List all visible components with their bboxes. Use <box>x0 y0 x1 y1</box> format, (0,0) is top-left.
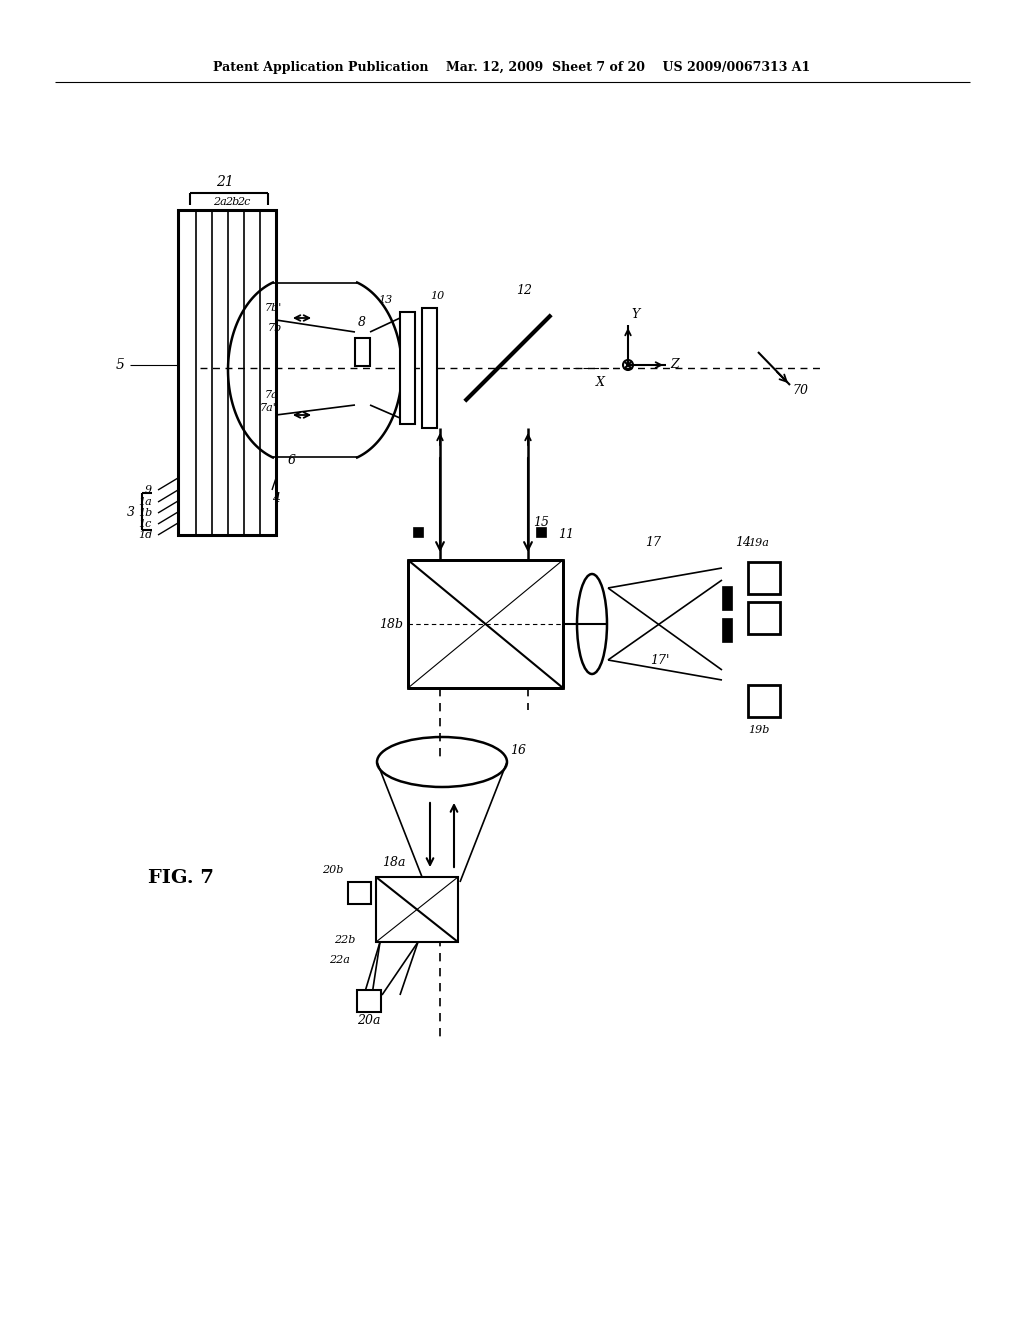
Text: 17: 17 <box>645 536 662 549</box>
Text: 7a': 7a' <box>260 403 276 413</box>
Text: 19b: 19b <box>748 725 769 735</box>
Bar <box>748 685 780 717</box>
Text: 19a: 19a <box>748 539 769 548</box>
Text: Y: Y <box>631 309 639 322</box>
Bar <box>348 882 371 904</box>
Bar <box>376 876 458 942</box>
Text: 10: 10 <box>430 290 444 301</box>
Text: 8: 8 <box>358 317 366 330</box>
Text: 17': 17' <box>650 653 670 667</box>
Text: 70: 70 <box>792 384 808 396</box>
Text: 21: 21 <box>216 176 233 189</box>
Bar <box>536 527 546 537</box>
Bar <box>178 210 276 535</box>
Text: 12: 12 <box>516 284 532 297</box>
Bar <box>413 527 423 537</box>
Text: Z: Z <box>670 359 679 371</box>
Text: 2c: 2c <box>237 197 251 207</box>
Text: 7b': 7b' <box>265 304 283 313</box>
Text: X: X <box>596 376 605 389</box>
Text: 3: 3 <box>127 506 135 519</box>
Bar <box>355 338 370 366</box>
Bar <box>748 602 780 634</box>
Text: 22b: 22b <box>334 935 355 945</box>
Text: Patent Application Publication    Mar. 12, 2009  Sheet 7 of 20    US 2009/006731: Patent Application Publication Mar. 12, … <box>213 62 811 74</box>
Text: 14: 14 <box>735 536 751 549</box>
Text: 16: 16 <box>510 743 526 756</box>
Text: 20b: 20b <box>322 865 343 875</box>
Text: 18a: 18a <box>382 855 406 869</box>
Text: 9: 9 <box>144 484 152 495</box>
Text: 15: 15 <box>534 516 549 529</box>
Text: 1d: 1d <box>138 531 152 540</box>
Bar <box>400 312 415 424</box>
Text: 7b: 7b <box>268 323 283 333</box>
Text: 18b: 18b <box>379 618 403 631</box>
Text: 13: 13 <box>378 294 392 305</box>
Text: 2b: 2b <box>225 197 240 207</box>
Text: 1a: 1a <box>138 498 152 507</box>
Text: 6: 6 <box>288 454 296 466</box>
Text: 7a: 7a <box>265 389 279 400</box>
Text: FIG. 7: FIG. 7 <box>148 869 214 887</box>
Text: 20a: 20a <box>357 1014 381 1027</box>
Text: 2a: 2a <box>213 197 226 207</box>
Bar <box>722 586 732 610</box>
Text: 1c: 1c <box>138 519 152 529</box>
Text: 5: 5 <box>116 358 125 372</box>
Bar <box>422 308 437 428</box>
Text: 4: 4 <box>272 491 280 504</box>
Bar <box>748 562 780 594</box>
Text: 22a: 22a <box>329 954 350 965</box>
Bar <box>722 618 732 642</box>
Text: 11: 11 <box>558 528 574 541</box>
Bar <box>357 990 381 1012</box>
Bar <box>408 560 563 688</box>
Text: 1b: 1b <box>138 508 152 517</box>
